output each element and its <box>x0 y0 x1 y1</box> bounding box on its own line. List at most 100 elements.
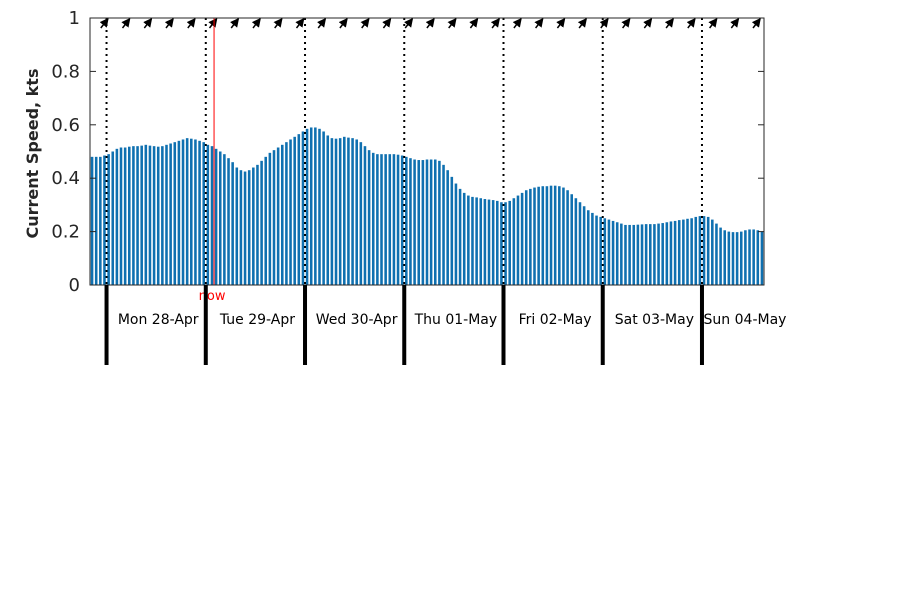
bar <box>128 146 131 285</box>
bar <box>433 159 437 285</box>
bar <box>578 202 582 285</box>
direction-arrow <box>143 17 153 29</box>
bar <box>487 199 491 285</box>
bar <box>690 218 693 285</box>
day-label: Wed 30-Apr <box>316 312 398 328</box>
direction-arrow <box>208 17 218 29</box>
direction-arrow <box>338 17 348 29</box>
bar <box>227 158 230 285</box>
bar <box>711 219 714 285</box>
direction-arrow <box>599 17 609 29</box>
bar <box>458 188 462 285</box>
bar <box>194 139 197 285</box>
bar <box>570 194 573 285</box>
bar <box>351 138 354 285</box>
bar <box>413 159 416 285</box>
bar <box>264 156 268 285</box>
bar <box>636 224 640 285</box>
bar <box>376 154 379 285</box>
bar <box>653 224 656 285</box>
direction-arrow <box>186 17 196 29</box>
bar <box>123 147 127 285</box>
bar <box>252 167 255 285</box>
bar <box>756 230 760 285</box>
bar <box>512 198 516 285</box>
bar <box>115 148 119 285</box>
bar <box>326 135 330 285</box>
direction-arrow <box>577 17 588 29</box>
bar <box>698 216 702 285</box>
bar <box>591 212 594 285</box>
bar <box>272 150 276 285</box>
direction-arrow <box>469 17 479 29</box>
bar <box>111 151 115 285</box>
day-divider-lines <box>105 18 703 285</box>
bar <box>140 145 143 285</box>
bar <box>334 138 338 285</box>
bar <box>715 223 718 285</box>
bar-series <box>90 127 764 285</box>
direction-arrows <box>99 17 761 29</box>
bar <box>454 183 458 285</box>
bar <box>446 170 449 285</box>
bar <box>136 146 139 285</box>
bar <box>624 224 627 285</box>
bar <box>239 170 243 285</box>
bar <box>752 229 755 285</box>
bar <box>371 152 375 285</box>
bar <box>442 164 445 285</box>
bar <box>243 171 247 285</box>
bar <box>305 128 309 285</box>
bar <box>392 154 396 285</box>
direction-arrow <box>643 17 653 29</box>
bar <box>276 147 280 285</box>
day-label: Mon 28-Apr <box>118 312 199 328</box>
bar <box>280 144 284 285</box>
bar <box>491 200 495 285</box>
bar <box>640 224 644 285</box>
bar <box>380 154 383 285</box>
y-tick-label: 0.8 <box>51 61 80 82</box>
direction-arrow <box>295 17 305 29</box>
bar <box>748 229 751 285</box>
bar <box>611 220 615 285</box>
bar <box>94 156 98 285</box>
bar <box>322 131 325 285</box>
bar <box>330 138 334 285</box>
direction-arrow <box>686 17 696 29</box>
bar <box>152 146 156 285</box>
bar <box>496 200 499 285</box>
bar <box>694 216 698 285</box>
bar <box>702 216 706 285</box>
x-axis: Mon 28-Apr Tue 29-Apr Wed 30-Apr Thu 01-May… <box>104 285 786 365</box>
bar <box>177 140 181 285</box>
bar <box>318 128 321 285</box>
y-tick-label: 0.6 <box>51 115 80 136</box>
bar <box>669 221 673 285</box>
y-tick-label: 0.2 <box>51 222 80 243</box>
bar <box>301 131 305 285</box>
day-label: Thu 01-May <box>414 312 498 328</box>
bar <box>173 142 177 285</box>
bar <box>467 195 470 285</box>
bar <box>210 146 214 285</box>
bar <box>607 219 611 285</box>
bar <box>148 145 152 285</box>
bar <box>429 159 433 285</box>
bar <box>218 151 222 285</box>
bar <box>545 186 549 285</box>
bar <box>686 218 689 285</box>
bar <box>438 160 441 285</box>
bar <box>665 222 669 285</box>
bar <box>185 138 189 285</box>
bar <box>516 195 520 285</box>
y-tick-label: 0 <box>69 275 80 296</box>
bar <box>735 232 739 285</box>
bar <box>256 164 259 285</box>
bar <box>677 220 681 285</box>
bar <box>107 154 110 285</box>
bar <box>475 197 478 285</box>
bar <box>247 170 251 285</box>
y-tick-label: 0.4 <box>51 168 80 189</box>
direction-arrow <box>730 17 740 29</box>
